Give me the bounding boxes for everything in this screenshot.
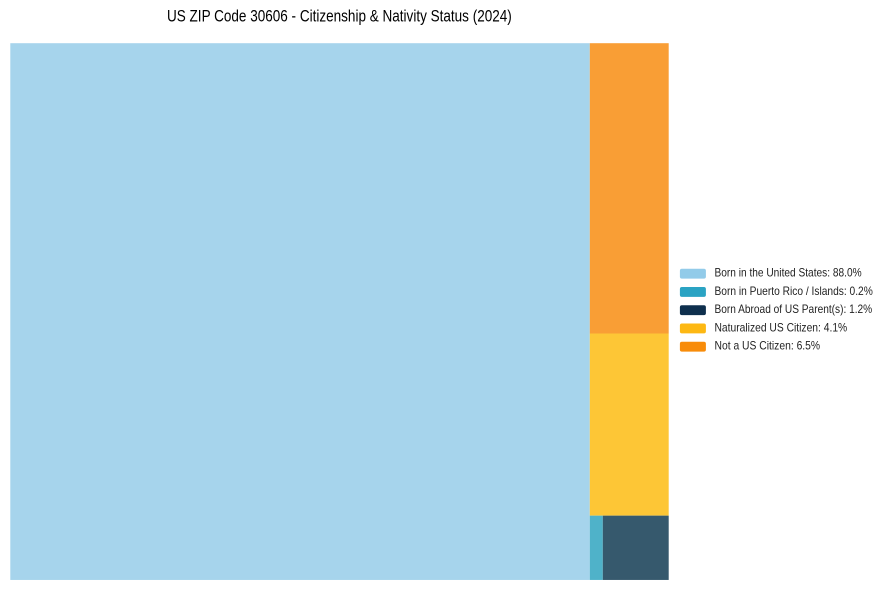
svg-text:Born Abroad of US Parent(s): 1: Born Abroad of US Parent(s): 1.2% <box>715 302 873 316</box>
svg-text:US ZIP Code 30606 - Citizenshi: US ZIP Code 30606 - Citizenship & Nativi… <box>167 7 512 26</box>
svg-text:Born in Puerto Rico / Islands:: Born in Puerto Rico / Islands: 0.2% <box>715 284 874 298</box>
svg-text:Naturalized US Citizen: 4.1%: Naturalized US Citizen: 4.1% <box>715 320 848 334</box>
svg-text:Not a US Citizen: 6.5%: Not a US Citizen: 6.5% <box>715 339 821 353</box>
svg-text:Born in the United States: 88.: Born in the United States: 88.0% <box>715 266 862 280</box>
